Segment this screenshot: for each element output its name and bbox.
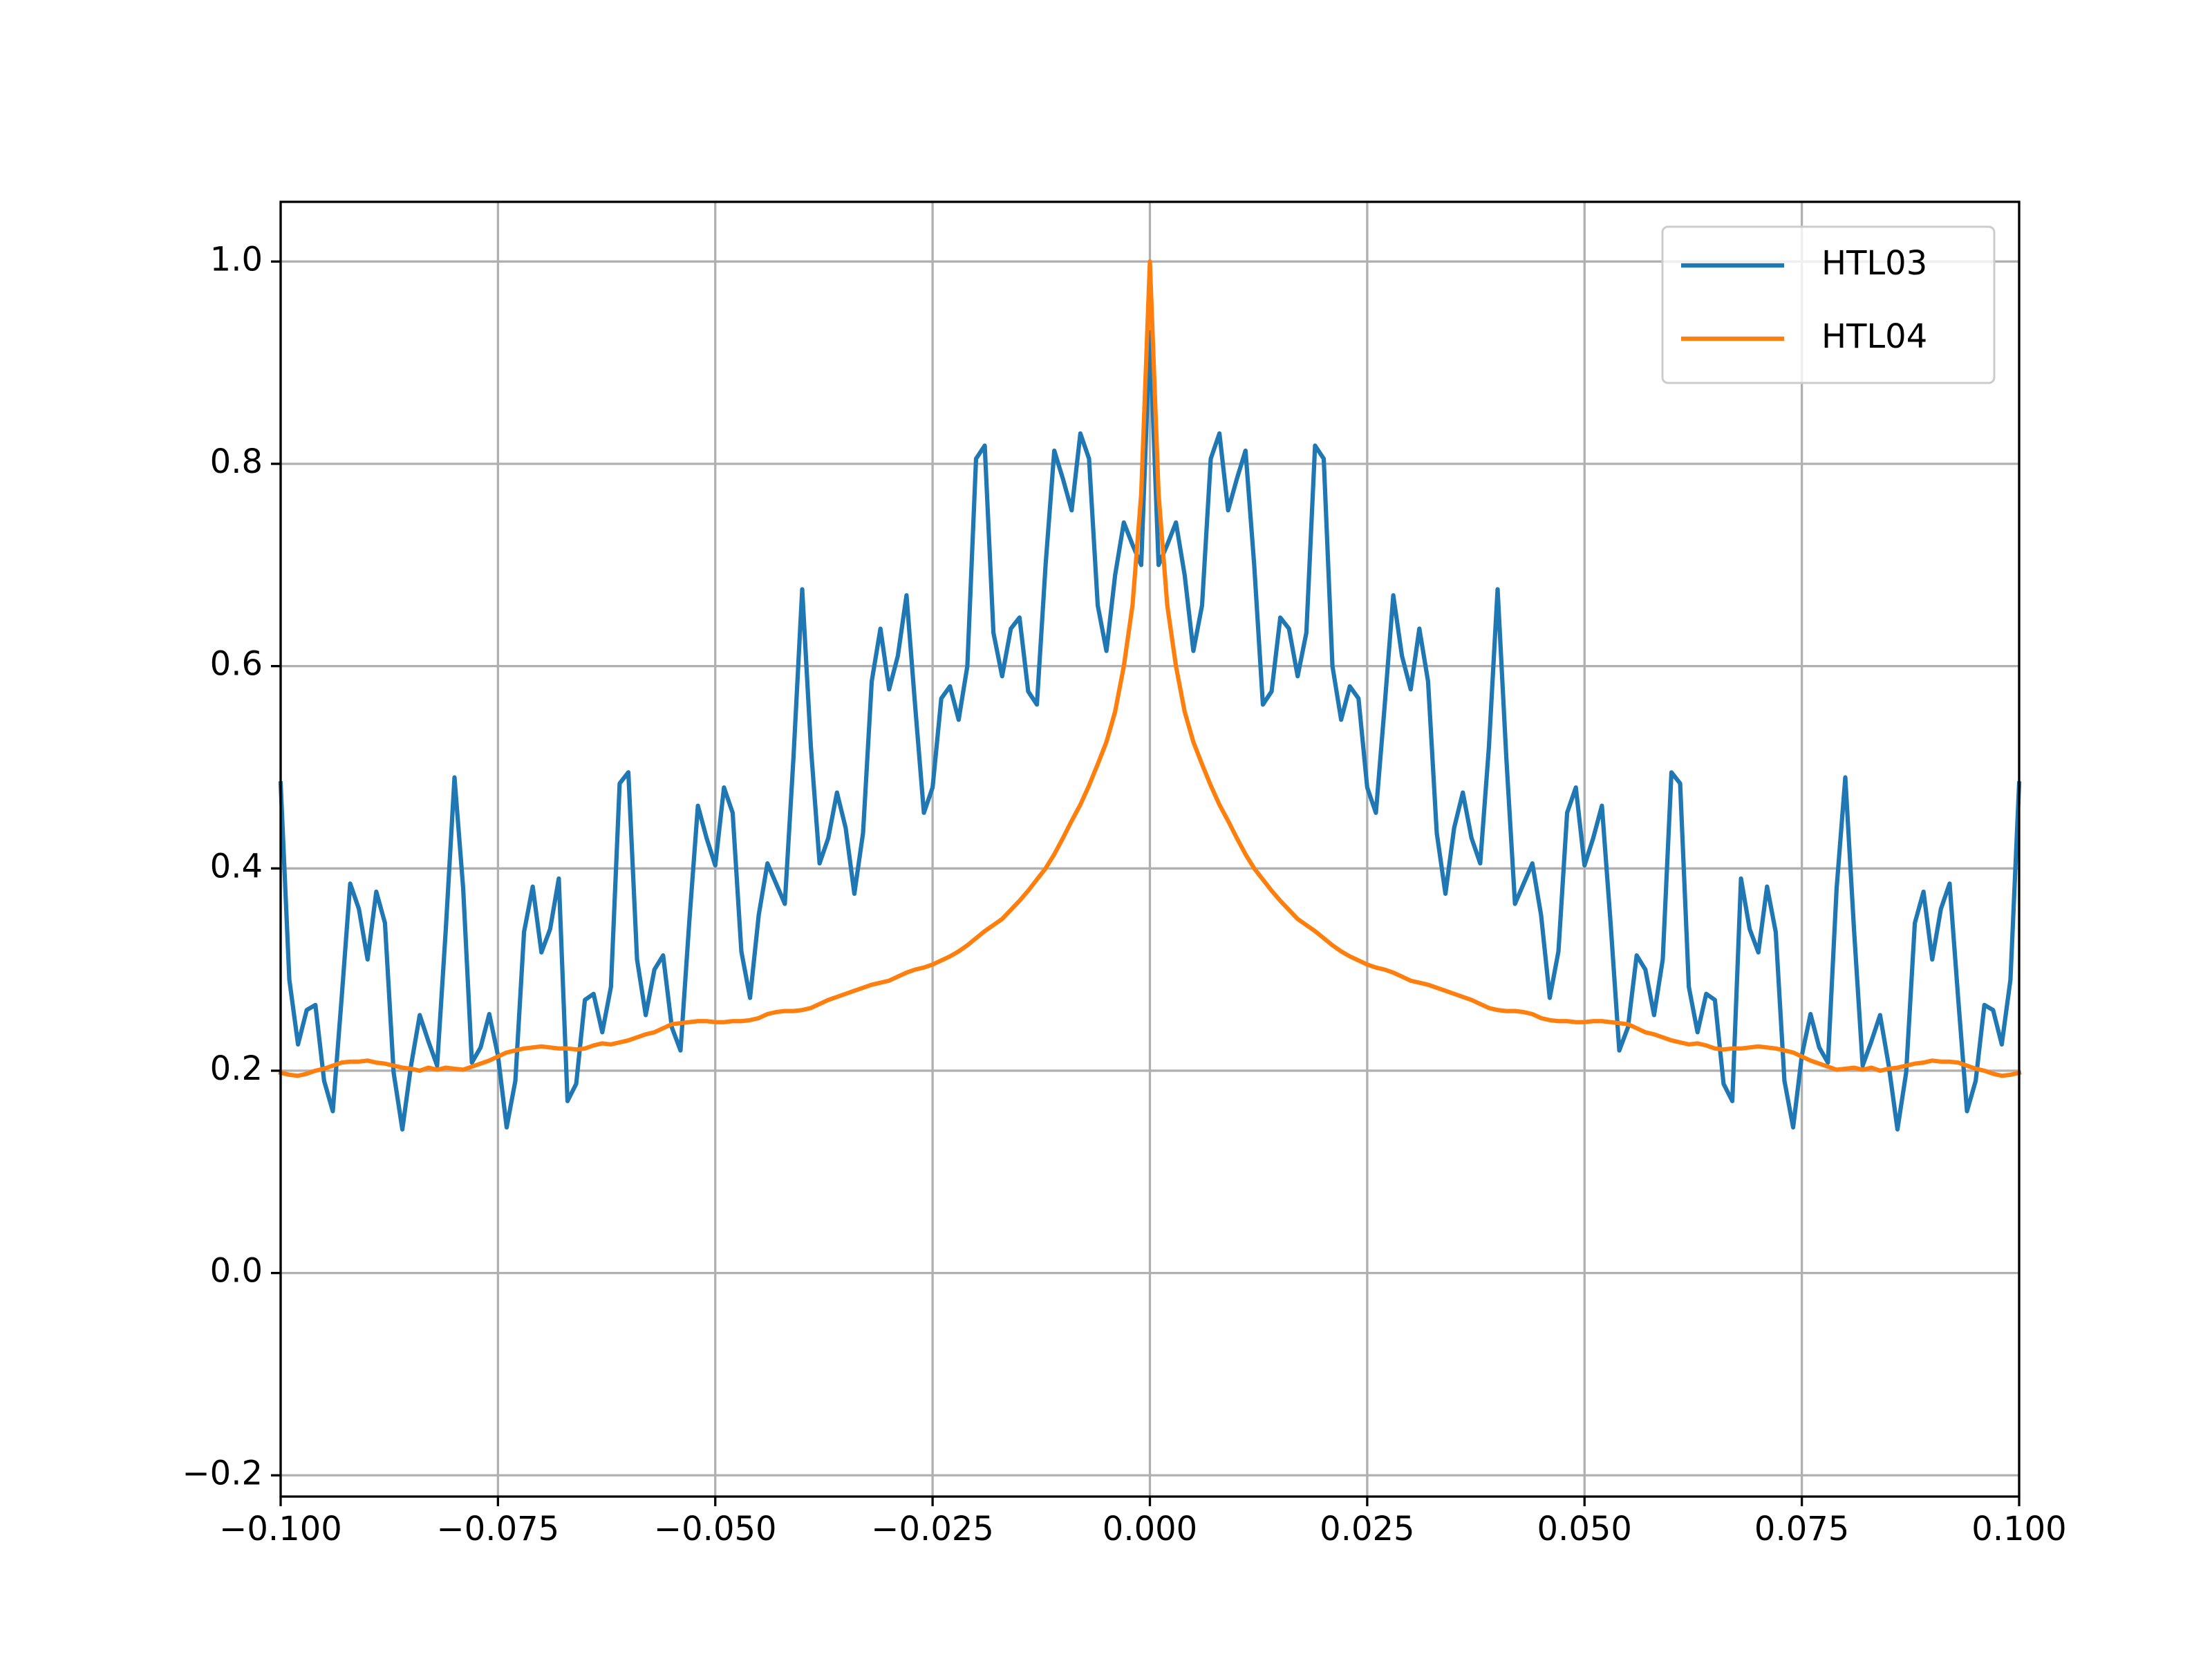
x-tick-label: −0.075: [437, 1510, 560, 1548]
x-tick-label: 0.000: [1103, 1510, 1197, 1548]
x-tick-label: 0.050: [1537, 1510, 1632, 1548]
y-tick-label: 0.6: [210, 645, 263, 684]
y-tick-label: −0.2: [182, 1454, 263, 1492]
x-tick-label: 0.075: [1754, 1510, 1849, 1548]
y-tick-label: 0.4: [210, 847, 263, 885]
y-tick-label: 1.0: [210, 240, 263, 279]
x-tick-label: −0.025: [871, 1510, 994, 1548]
legend-label: HTL03: [1821, 244, 1927, 283]
legend: HTL03 HTL04: [1661, 225, 1996, 384]
x-tick-label: −0.100: [219, 1510, 342, 1548]
series-line: [278, 259, 2022, 1078]
series-line: [278, 330, 2022, 1132]
y-tick-label: 0.8: [210, 442, 263, 481]
y-tick-label: 0.0: [210, 1252, 263, 1291]
x-tick-label: −0.050: [654, 1510, 777, 1548]
y-tick-label: 0.2: [210, 1049, 263, 1088]
legend-label: HTL04: [1821, 317, 1927, 356]
x-tick-label: 0.025: [1320, 1510, 1414, 1548]
x-tick-label: 0.100: [1971, 1510, 2066, 1548]
